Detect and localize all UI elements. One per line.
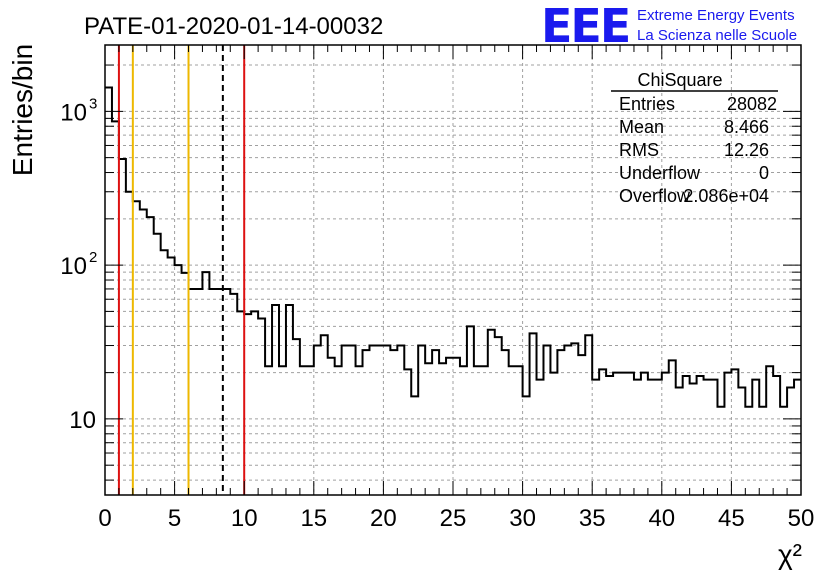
x-tick-label: 15 bbox=[300, 505, 327, 532]
y-axis-label: Entries/bin bbox=[7, 44, 38, 176]
x-axis-label: χ² bbox=[778, 539, 802, 570]
stats-value-entries: 28082 bbox=[727, 94, 777, 114]
x-tick-label: 45 bbox=[718, 505, 745, 532]
x-tick-label: 30 bbox=[509, 505, 536, 532]
run-title: PATE-01-2020-01-14-00032 bbox=[84, 13, 383, 40]
x-tick-label: 0 bbox=[98, 505, 111, 532]
y-tick-label: 10 bbox=[60, 99, 87, 126]
x-tick-label: 40 bbox=[648, 505, 675, 532]
stats-label-overflow: Overflow bbox=[619, 186, 691, 206]
project-name-line-1: Extreme Energy Events bbox=[637, 7, 795, 24]
stats-label-entries: Entries bbox=[619, 94, 675, 114]
stats-label-mean: Mean bbox=[619, 117, 664, 137]
x-tick-label: 35 bbox=[579, 505, 606, 532]
stats-value-mean: 8.466 bbox=[724, 117, 769, 137]
y-tick-label-exponent: 2 bbox=[89, 249, 97, 266]
y-tick-label: 10 bbox=[69, 407, 96, 434]
project-name-line-2: La Scienza nelle Scuole bbox=[637, 27, 797, 44]
stats-label-rms: RMS bbox=[619, 140, 659, 160]
y-tick-label-exponent: 3 bbox=[89, 95, 97, 112]
x-tick-label: 5 bbox=[168, 505, 181, 532]
stats-label-underflow: Underflow bbox=[619, 163, 701, 183]
x-tick-label: 50 bbox=[788, 505, 815, 532]
stats-value-rms: 12.26 bbox=[724, 140, 769, 160]
stats-value-underflow: 0 bbox=[759, 163, 769, 183]
stats-title: ChiSquare bbox=[637, 70, 722, 90]
y-tick-label: 10 bbox=[60, 253, 87, 280]
x-tick-label: 20 bbox=[370, 505, 397, 532]
x-tick-label: 25 bbox=[440, 505, 467, 532]
x-tick-label: 10 bbox=[231, 505, 258, 532]
stats-value-overflow: 2.086e+04 bbox=[683, 186, 769, 206]
